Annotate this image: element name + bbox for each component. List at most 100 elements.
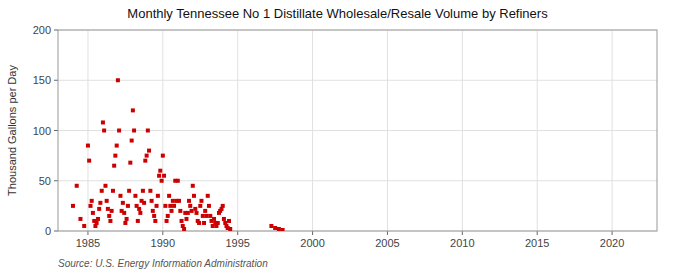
point: [222, 217, 226, 221]
point: [195, 211, 199, 215]
point: [132, 129, 136, 133]
tick-x: [87, 231, 88, 235]
point: [127, 189, 131, 193]
point: [228, 227, 232, 231]
tick-y: [54, 130, 58, 131]
tick-label-y: 50: [39, 175, 51, 187]
point: [201, 214, 205, 218]
point: [208, 214, 212, 218]
point: [212, 217, 216, 221]
point: [113, 154, 117, 158]
tick-x: [312, 231, 313, 235]
point: [162, 174, 166, 178]
tick-x: [387, 231, 388, 235]
plot-area: [58, 30, 657, 231]
point: [96, 217, 100, 221]
point: [216, 221, 220, 225]
point: [206, 194, 210, 198]
tick-y: [54, 231, 58, 232]
point: [151, 209, 155, 213]
point: [186, 211, 190, 215]
point: [160, 179, 164, 183]
point: [95, 221, 99, 225]
tick-label-x: 1985: [76, 237, 100, 249]
tick-label-x: 2005: [375, 237, 399, 249]
point: [107, 214, 111, 218]
point: [156, 194, 160, 198]
point: [122, 211, 126, 215]
point: [182, 227, 186, 231]
tick-label-x: 2015: [525, 237, 549, 249]
point: [112, 164, 116, 168]
tick-label-y: 100: [33, 125, 51, 137]
point: [146, 129, 150, 133]
grid-line-y: [58, 180, 657, 181]
point: [190, 209, 194, 213]
tick-label-x: 1990: [151, 237, 175, 249]
points: [71, 78, 285, 231]
point: [178, 209, 182, 213]
point: [165, 219, 169, 223]
plot-frame: [58, 30, 657, 231]
point: [202, 221, 206, 225]
point: [193, 207, 197, 211]
point: [128, 161, 132, 165]
point: [125, 217, 129, 221]
tick-label-y: 200: [33, 24, 51, 36]
tick-label-x: 2010: [450, 237, 474, 249]
point: [170, 209, 174, 213]
point: [71, 204, 75, 208]
tick-x: [462, 231, 463, 235]
point: [155, 204, 159, 208]
point: [126, 204, 130, 208]
point: [78, 217, 82, 221]
tick-label-x: 2020: [600, 237, 624, 249]
point: [197, 221, 201, 225]
point: [117, 129, 121, 133]
point: [111, 189, 115, 193]
point: [121, 201, 125, 205]
axes: 1985199019952000200520102015202005010015…: [33, 24, 625, 249]
point: [166, 214, 170, 218]
tick-label-y: 0: [45, 225, 51, 237]
point: [105, 199, 109, 203]
point: [87, 159, 91, 163]
point: [221, 204, 225, 208]
point: [187, 199, 191, 203]
point: [199, 199, 203, 203]
point: [141, 189, 145, 193]
point: [106, 207, 110, 211]
chart: 1985199019952000200520102015202005010015…: [0, 0, 675, 275]
tick-y: [54, 30, 58, 31]
point: [157, 174, 161, 178]
tick-label-x: 1995: [225, 237, 249, 249]
point: [130, 139, 134, 143]
point: [192, 194, 196, 198]
tick-x: [612, 231, 613, 235]
point: [191, 184, 195, 188]
point: [118, 194, 122, 198]
point: [172, 204, 176, 208]
point: [88, 204, 92, 208]
point: [188, 204, 192, 208]
point: [205, 214, 209, 218]
title: Monthly Tennessee No 1 Distillate Wholes…: [127, 6, 548, 21]
tick-label-x: 2000: [300, 237, 324, 249]
point: [147, 149, 151, 153]
point: [108, 219, 112, 223]
tick-x: [237, 231, 238, 235]
point: [277, 227, 281, 231]
point: [123, 221, 127, 225]
tick-y: [54, 180, 58, 181]
point: [101, 120, 105, 124]
point: [184, 217, 188, 221]
point: [145, 154, 149, 158]
point: [152, 214, 156, 218]
point: [97, 207, 101, 211]
point: [90, 199, 94, 203]
point: [116, 78, 120, 82]
point: [98, 201, 102, 205]
point: [227, 219, 231, 223]
point: [148, 189, 152, 193]
grid: [58, 30, 657, 231]
